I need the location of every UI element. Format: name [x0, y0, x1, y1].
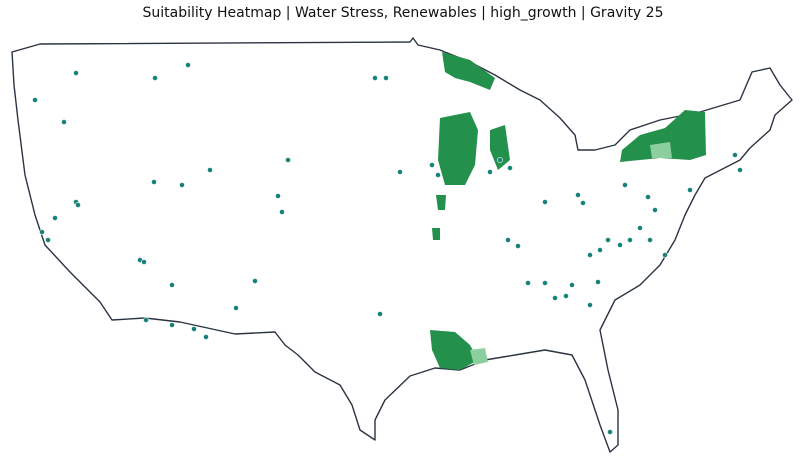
site-marker [607, 429, 613, 435]
site-marker [542, 280, 548, 286]
site-marker [505, 237, 511, 243]
site-marker [497, 157, 503, 163]
site-marker [279, 209, 285, 215]
site-marker [191, 326, 197, 332]
site-marker [662, 252, 668, 258]
site-marker [435, 172, 441, 178]
site-marker [32, 97, 38, 103]
site-marker [179, 182, 185, 188]
site-marker [542, 199, 548, 205]
site-marker [587, 302, 593, 308]
site-marker [737, 167, 743, 173]
site-marker [732, 152, 738, 158]
site-marker [569, 282, 575, 288]
site-marker [377, 311, 383, 317]
site-marker [185, 62, 191, 68]
site-marker [587, 252, 593, 258]
site-marker [152, 75, 158, 81]
site-marker [61, 119, 67, 125]
site-marker [617, 242, 623, 248]
site-marker [552, 295, 558, 301]
site-marker [647, 237, 653, 243]
site-marker [143, 317, 149, 323]
site-marker [525, 280, 531, 286]
site-marker [605, 237, 611, 243]
site-marker [397, 169, 403, 175]
site-marker [39, 229, 45, 235]
site-marker [169, 282, 175, 288]
moderate-regions [470, 142, 672, 365]
map-title: Suitability Heatmap | Water Stress, Rene… [143, 5, 664, 21]
site-marker [233, 305, 239, 311]
site-marker [207, 167, 213, 173]
us-outline [11, 37, 793, 453]
site-marker [563, 293, 569, 299]
site-marker [75, 202, 81, 208]
site-marker [383, 75, 389, 81]
site-marker [645, 194, 651, 200]
site-marker [203, 334, 209, 340]
site-marker [429, 162, 435, 168]
site-marker [141, 259, 147, 265]
site-marker [45, 237, 51, 243]
site-marker [515, 243, 521, 249]
site-marker [73, 70, 79, 76]
site-markers [32, 62, 743, 435]
site-marker [595, 279, 601, 285]
site-marker [252, 278, 258, 284]
site-marker [52, 215, 58, 221]
site-marker [487, 169, 493, 175]
site-marker [652, 207, 658, 213]
site-marker [275, 193, 281, 199]
site-marker [622, 182, 628, 188]
site-marker [580, 200, 586, 206]
site-marker [372, 75, 378, 81]
site-marker [575, 192, 581, 198]
site-marker [285, 157, 291, 163]
site-marker [169, 322, 175, 328]
site-marker [151, 179, 157, 185]
site-marker [627, 237, 633, 243]
suitable-regions [430, 52, 706, 370]
site-marker [687, 187, 693, 193]
site-marker [507, 165, 513, 171]
site-marker [597, 247, 603, 253]
site-marker [637, 225, 643, 231]
